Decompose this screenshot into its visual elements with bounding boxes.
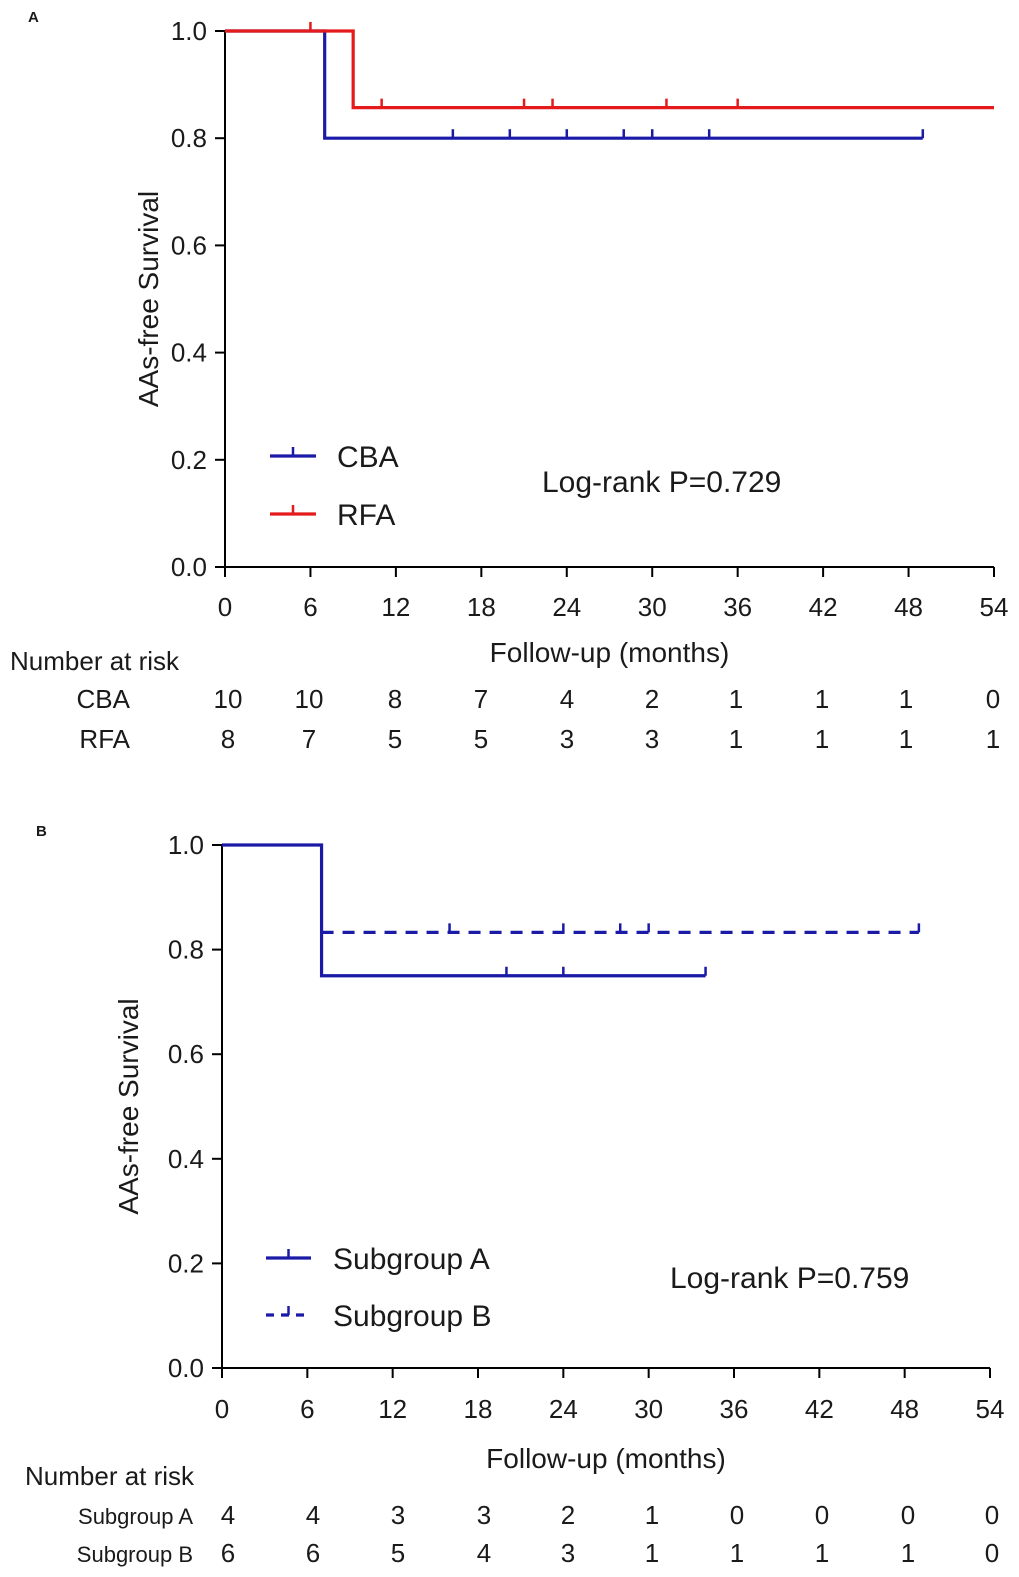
risk-table-value: 4 — [306, 1500, 320, 1530]
y-tick-label: 1.0 — [171, 16, 207, 46]
risk-table-value: 8 — [388, 684, 402, 714]
risk-table-value: 1 — [729, 724, 743, 754]
y-tick-label: 0.8 — [168, 935, 204, 965]
risk-table-value: 1 — [815, 1538, 829, 1568]
risk-table-value: 7 — [302, 724, 316, 754]
risk-table-value: 4 — [560, 684, 574, 714]
x-tick-label: 18 — [467, 592, 496, 622]
risk-table-value: 1 — [986, 724, 1000, 754]
x-tick-label: 42 — [805, 1394, 834, 1424]
x-tick-label: 48 — [890, 1394, 919, 1424]
risk-table-value: 8 — [221, 724, 235, 754]
risk-table-value: 10 — [295, 684, 324, 714]
risk-table-value: 1 — [901, 1538, 915, 1568]
risk-table-value: 1 — [729, 684, 743, 714]
risk-table-value: 5 — [391, 1538, 405, 1568]
y-tick-label: 1.0 — [168, 830, 204, 860]
survival-curve-rfa — [225, 29, 994, 110]
risk-table-header: Number at risk — [25, 1461, 195, 1491]
y-axis-title: AAs-free Survival — [133, 191, 164, 407]
risk-table-value: 3 — [391, 1500, 405, 1530]
risk-table-value: 0 — [985, 1500, 999, 1530]
y-tick-label: 0.0 — [168, 1353, 204, 1383]
risk-table-value: 3 — [645, 724, 659, 754]
y-tick-label: 0.4 — [168, 1144, 204, 1174]
risk-table-value: 1 — [645, 1538, 659, 1568]
risk-table-value: 0 — [901, 1500, 915, 1530]
risk-table-value: 10 — [214, 684, 243, 714]
x-tick-label: 12 — [381, 592, 410, 622]
risk-table-value: 7 — [474, 684, 488, 714]
risk-table-group-label: Subgroup B — [77, 1542, 193, 1567]
risk-table-value: 4 — [477, 1538, 491, 1568]
panel-letter: A — [28, 9, 39, 26]
risk-table-value: 0 — [986, 684, 1000, 714]
risk-table-value: 3 — [560, 724, 574, 754]
risk-table-group-label: RFA — [79, 724, 130, 754]
chart-panel-a: A0.00.20.40.60.81.00 6 12 18 24 30 36 42 48 54Fol… — [10, 9, 1008, 754]
x-axis-title: Follow-up (months) — [490, 637, 730, 668]
x-tick-label: 24 — [549, 1394, 578, 1424]
risk-table-value: 6 — [221, 1538, 235, 1568]
x-tick-label: 30 — [634, 1394, 663, 1424]
risk-table-value: 0 — [730, 1500, 744, 1530]
legend-label: CBA — [337, 441, 399, 474]
x-tick-label: 0 — [218, 592, 232, 622]
x-tick-label: 54 — [976, 1394, 1005, 1424]
risk-table-value: 1 — [730, 1538, 744, 1568]
y-axis-title: AAs-free Survival — [113, 998, 144, 1214]
y-tick-label: 0.8 — [171, 123, 207, 153]
x-tick-label: 24 — [552, 592, 581, 622]
x-tick-label: 6 — [300, 1394, 314, 1424]
y-tick-label: 0.2 — [171, 445, 207, 475]
x-tick-label: 18 — [464, 1394, 493, 1424]
risk-table-value: 1 — [815, 684, 829, 714]
risk-table-value: 0 — [815, 1500, 829, 1530]
logrank-annotation: Log-rank P=0.729 — [542, 466, 781, 499]
survival-curve-subgroup-a — [222, 843, 706, 978]
risk-table-value: 3 — [477, 1500, 491, 1530]
x-tick-label: 36 — [723, 592, 752, 622]
risk-table-value: 5 — [474, 724, 488, 754]
x-tick-label: 48 — [894, 592, 923, 622]
risk-table-value: 2 — [645, 684, 659, 714]
x-axis-title: Follow-up (months) — [486, 1443, 726, 1474]
survival-curve-cba — [225, 29, 923, 140]
x-tick-label: 6 — [303, 592, 317, 622]
x-tick-label: 54 — [980, 592, 1009, 622]
risk-table-value: 2 — [561, 1500, 575, 1530]
risk-table-value: 0 — [985, 1538, 999, 1568]
x-tick-label: 30 — [638, 592, 667, 622]
risk-table-value: 1 — [815, 724, 829, 754]
risk-table-value: 5 — [388, 724, 402, 754]
y-tick-label: 0.2 — [168, 1248, 204, 1278]
chart-panel-b: B0.00.20.40.60.81.00 6 12 18 24 30 36 42 48 54Fol… — [25, 823, 1004, 1568]
risk-table-header: Number at risk — [10, 646, 180, 676]
logrank-annotation: Log-rank P=0.759 — [670, 1262, 909, 1295]
x-tick-label: 42 — [809, 592, 838, 622]
risk-table-value: 6 — [306, 1538, 320, 1568]
risk-table-value: 1 — [899, 724, 913, 754]
panel-letter: B — [36, 823, 47, 840]
legend-label: RFA — [337, 499, 395, 532]
y-tick-label: 0.6 — [168, 1039, 204, 1069]
legend-label: Subgroup A — [333, 1243, 490, 1276]
x-tick-label: 36 — [720, 1394, 749, 1424]
risk-table-value: 1 — [899, 684, 913, 714]
y-tick-label: 0.0 — [171, 552, 207, 582]
x-tick-label: 12 — [378, 1394, 407, 1424]
legend-label: Subgroup B — [333, 1300, 491, 1333]
risk-table-group-label: CBA — [77, 684, 131, 714]
x-tick-label: 0 — [215, 1394, 229, 1424]
risk-table-value: 4 — [221, 1500, 235, 1530]
y-tick-label: 0.6 — [171, 230, 207, 260]
risk-table-group-label: Subgroup A — [78, 1504, 193, 1529]
risk-table-value: 1 — [645, 1500, 659, 1530]
risk-table-value: 3 — [561, 1538, 575, 1568]
y-tick-label: 0.4 — [171, 338, 207, 368]
